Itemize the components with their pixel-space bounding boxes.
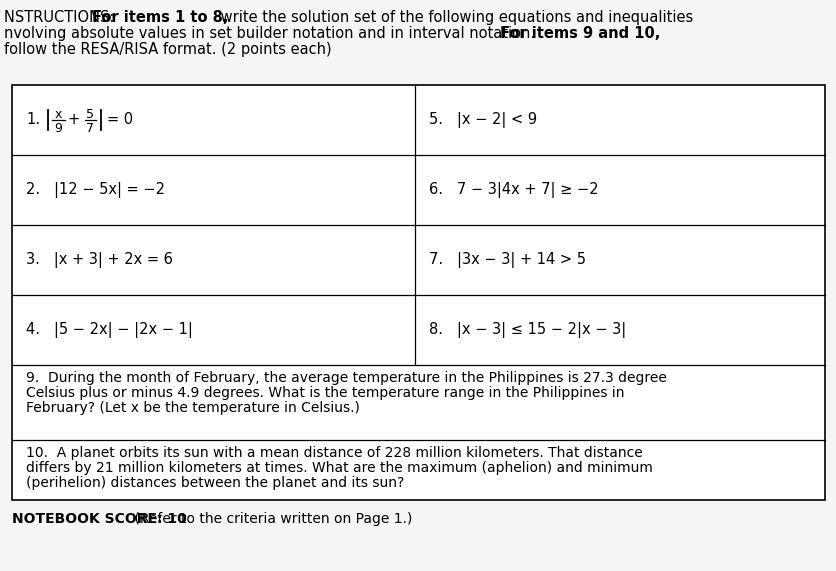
Text: write the solution set of the following equations and inequalities: write the solution set of the following …: [216, 10, 692, 25]
Text: 3.   |x + 3| + 2x = 6: 3. |x + 3| + 2x = 6: [26, 252, 173, 268]
Text: 5.   |x − 2| < 9: 5. |x − 2| < 9: [429, 112, 537, 128]
Text: 8.   |x − 3| ≤ 15 − 2|x − 3|: 8. |x − 3| ≤ 15 − 2|x − 3|: [429, 322, 625, 338]
Text: 6.   7 − 3|4x + 7| ≥ −2: 6. 7 − 3|4x + 7| ≥ −2: [429, 182, 598, 198]
Text: 10.  A planet orbits its sun with a mean distance of 228 million kilometers. Tha: 10. A planet orbits its sun with a mean …: [26, 446, 642, 460]
Text: 1.: 1.: [26, 112, 40, 127]
Text: x: x: [54, 108, 62, 122]
Text: (perihelion) distances between the planet and its sun?: (perihelion) distances between the plane…: [26, 476, 404, 490]
Text: 4.   |5 − 2x| − |2x − 1|: 4. |5 − 2x| − |2x − 1|: [26, 322, 192, 338]
Text: 7: 7: [86, 122, 94, 135]
Text: 5: 5: [86, 108, 94, 122]
Text: = 0: = 0: [107, 112, 133, 127]
Text: For items 9 and 10,: For items 9 and 10,: [499, 26, 660, 41]
Bar: [12, 85, 824, 500]
Text: +: +: [68, 112, 80, 127]
Text: 9.  During the month of February, the average temperature in the Philippines is : 9. During the month of February, the ave…: [26, 371, 666, 385]
Text: For items 1 to 8,: For items 1 to 8,: [92, 10, 228, 25]
Text: (Refer to the criteria written on Page 1.): (Refer to the criteria written on Page 1…: [130, 512, 412, 526]
Text: NOTEBOOK SCORE: 10: NOTEBOOK SCORE: 10: [12, 512, 186, 526]
Text: 7.   |3x − 3| + 14 > 5: 7. |3x − 3| + 14 > 5: [429, 252, 585, 268]
Text: nvolving absolute values in set builder notation and in interval notation.: nvolving absolute values in set builder …: [4, 26, 539, 41]
Text: February? (Let x be the temperature in Celsius.): February? (Let x be the temperature in C…: [26, 401, 359, 415]
Text: 2.   |12 − 5x| = −2: 2. |12 − 5x| = −2: [26, 182, 165, 198]
Text: follow the RESA/RISA format. (2 points each): follow the RESA/RISA format. (2 points e…: [4, 42, 331, 57]
Text: NSTRUCTIONS:: NSTRUCTIONS:: [4, 10, 119, 25]
Text: differs by 21 million kilometers at times. What are the maximum (aphelion) and m: differs by 21 million kilometers at time…: [26, 461, 652, 475]
Text: 9: 9: [54, 122, 62, 135]
Text: Celsius plus or minus 4.9 degrees. What is the temperature range in the Philippi: Celsius plus or minus 4.9 degrees. What …: [26, 386, 624, 400]
